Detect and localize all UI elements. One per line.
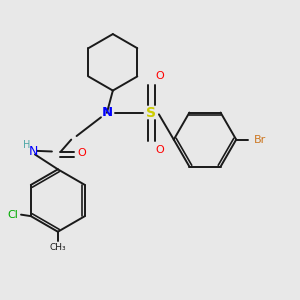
Text: Cl: Cl bbox=[8, 210, 18, 220]
Text: O: O bbox=[77, 148, 86, 158]
Text: S: S bbox=[146, 106, 157, 120]
Text: H: H bbox=[23, 140, 30, 150]
Text: CH₃: CH₃ bbox=[50, 243, 66, 252]
Text: N: N bbox=[28, 145, 38, 158]
Text: Br: Br bbox=[254, 135, 266, 145]
Text: O: O bbox=[155, 145, 164, 155]
Text: O: O bbox=[155, 71, 164, 81]
Text: N: N bbox=[101, 106, 112, 119]
